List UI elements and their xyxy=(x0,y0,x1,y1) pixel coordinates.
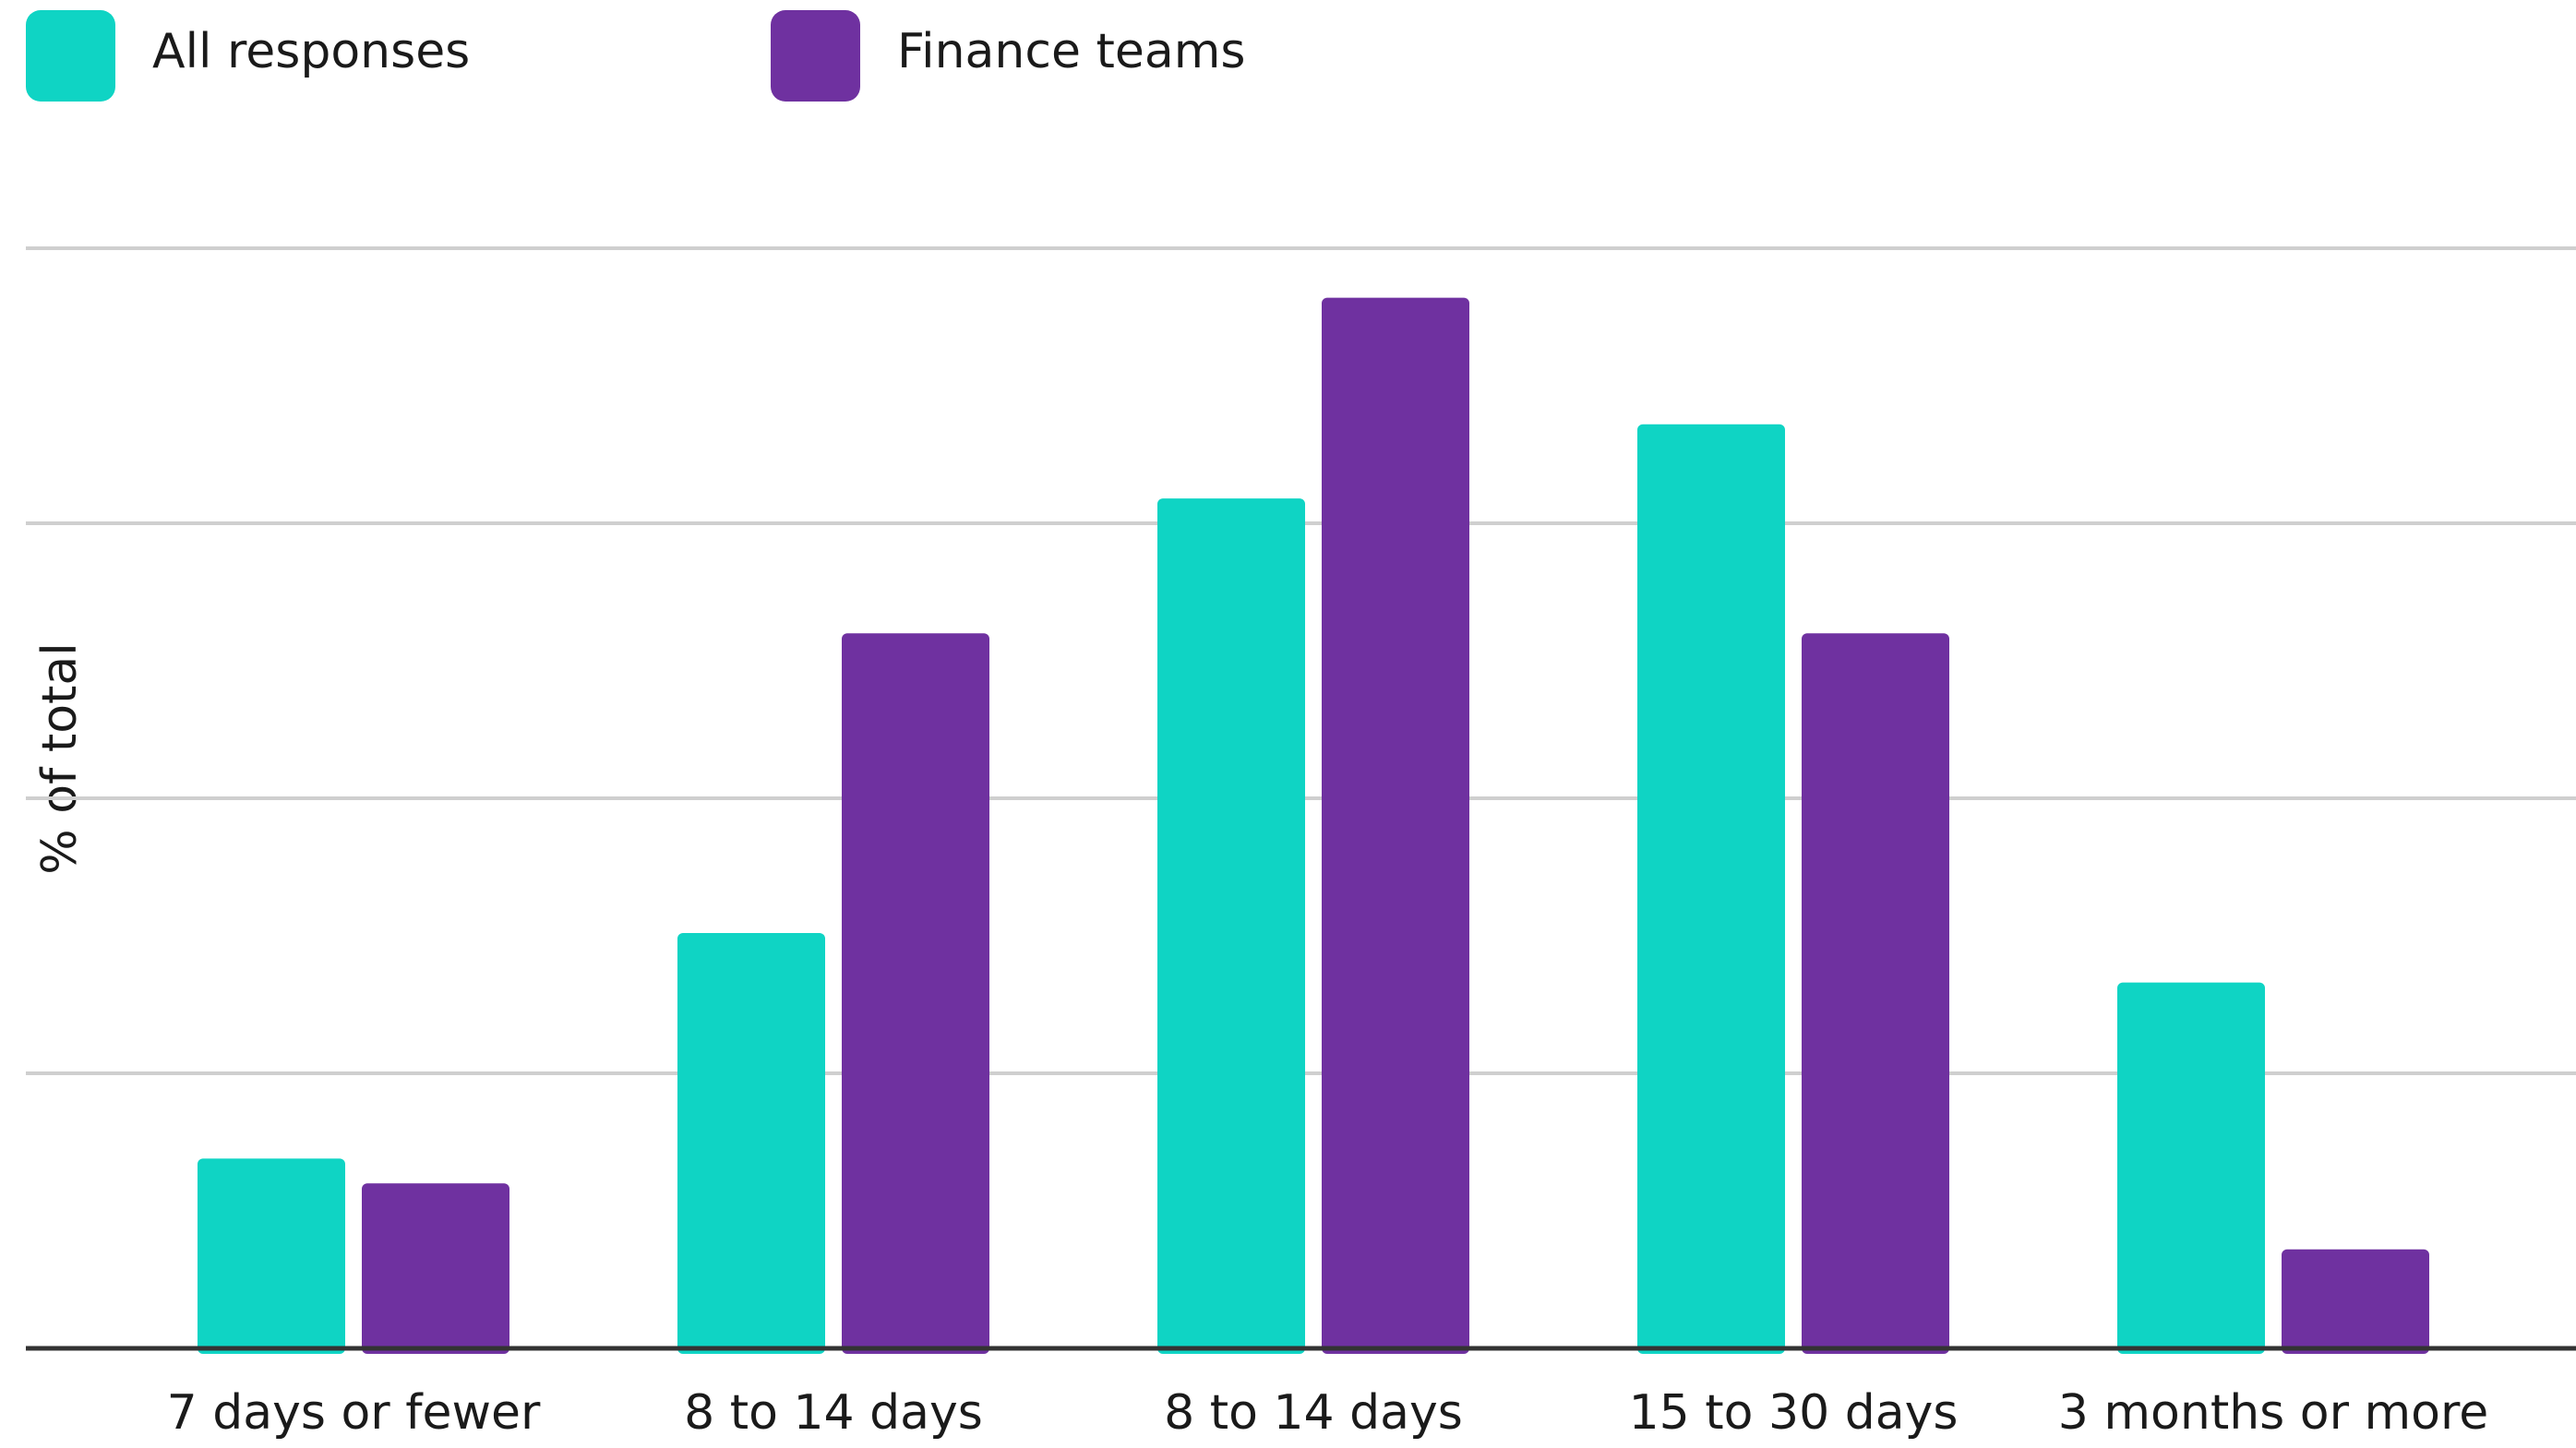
x-tick-label: 8 to 14 days xyxy=(1164,1385,1463,1441)
bar xyxy=(198,1158,345,1354)
y-axis-label: % of total xyxy=(32,642,88,875)
legend-label: All responses xyxy=(152,24,470,79)
legend-swatch xyxy=(771,10,860,102)
bar xyxy=(1322,297,1469,1354)
x-tick-label: 3 months or more xyxy=(2058,1385,2488,1441)
bar xyxy=(842,633,989,1354)
x-tick-label: 15 to 30 days xyxy=(1629,1385,1959,1441)
bar xyxy=(1802,633,1949,1354)
legend-swatch xyxy=(26,10,115,102)
bar xyxy=(677,933,825,1354)
bar xyxy=(1637,424,1785,1355)
bar xyxy=(1157,498,1305,1354)
bar xyxy=(362,1183,509,1354)
legend-label: Finance teams xyxy=(897,24,1245,79)
x-tick-label: 7 days or fewer xyxy=(167,1385,541,1441)
bar xyxy=(2117,982,2265,1354)
x-tick-label: 8 to 14 days xyxy=(684,1385,983,1441)
bar xyxy=(2282,1249,2429,1354)
